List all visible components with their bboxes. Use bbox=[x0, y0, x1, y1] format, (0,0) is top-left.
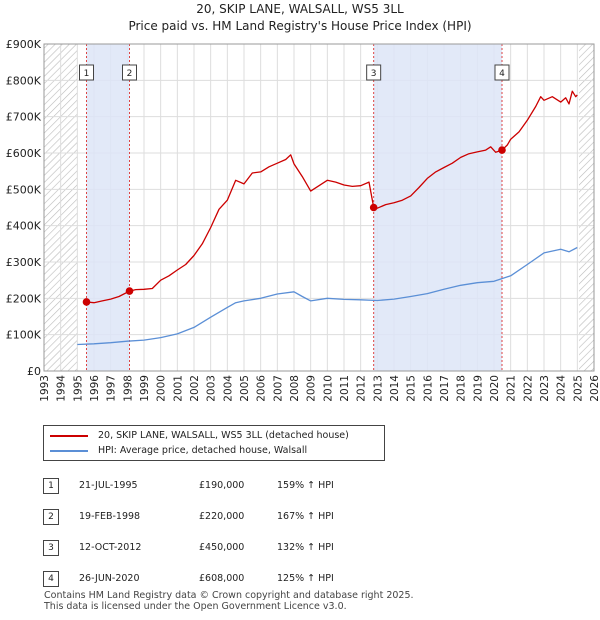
sale-marker-label: 2 bbox=[127, 69, 133, 79]
table-row: 3 12-OCT-2012 £450,000 132% ↑ HPI bbox=[43, 532, 334, 563]
x-tick-label: 2020 bbox=[489, 375, 501, 402]
y-tick-label: £400K bbox=[6, 220, 42, 233]
price-chart: 1 2 3 4 £0 £100K £200K £300K £400K £500K £600K £70… bbox=[6, 38, 600, 402]
transaction-hpi: 132% ↑ HPI bbox=[277, 542, 334, 553]
y-tick-label: £900K bbox=[6, 38, 42, 51]
transaction-hpi: 167% ↑ HPI bbox=[277, 511, 334, 522]
transaction-date: 26-JUN-2020 bbox=[79, 573, 140, 584]
transaction-hpi: 125% ↑ HPI bbox=[277, 573, 334, 584]
x-tick-label: 2018 bbox=[456, 375, 468, 402]
y-tick-label: £0 bbox=[27, 365, 41, 378]
x-tick-label: 2007 bbox=[272, 375, 284, 402]
sale-marker-box bbox=[494, 64, 510, 81]
x-tick-label: 2024 bbox=[556, 375, 568, 402]
x-tick-label: 2016 bbox=[422, 375, 434, 402]
legend-label-hpi: HPI: Average price, detached house, Wals… bbox=[98, 445, 308, 456]
x-tick-label: 1993 bbox=[39, 375, 51, 402]
x-tick-label: 2013 bbox=[372, 375, 384, 402]
y-tick-label: £300K bbox=[6, 256, 42, 269]
x-tick-label: 2026 bbox=[589, 375, 600, 402]
chart-title: 20, SKIP LANE, WALSALL, WS5 3LL bbox=[196, 2, 404, 16]
x-tick-label: 2025 bbox=[572, 375, 584, 402]
x-tick-label: 1994 bbox=[56, 375, 68, 402]
x-tick-label: 2019 bbox=[472, 375, 484, 402]
x-tick-label: 2014 bbox=[389, 375, 401, 402]
transaction-price: £450,000 bbox=[199, 542, 245, 553]
x-tick-label: 2012 bbox=[356, 375, 368, 402]
sale-marker-label: 4 bbox=[499, 69, 505, 79]
x-tick-label: 2000 bbox=[156, 375, 168, 402]
y-tick-label: £200K bbox=[6, 292, 42, 305]
x-tick-label: 2005 bbox=[239, 375, 251, 402]
sale-marker-box bbox=[122, 64, 137, 81]
x-tick-label: 2009 bbox=[306, 375, 318, 402]
y-tick-label: £800K bbox=[6, 74, 42, 87]
x-tick-label: 2022 bbox=[522, 375, 534, 402]
table-row: 4 26-JUN-2020 £608,000 125% ↑ HPI bbox=[43, 563, 334, 594]
transaction-number: 1 bbox=[43, 477, 59, 494]
legend-label-property: 20, SKIP LANE, WALSALL, WS5 3LL (detache… bbox=[98, 430, 349, 441]
sale-point bbox=[369, 203, 378, 212]
footer-licence: This data is licensed under the Open Gov… bbox=[44, 601, 347, 612]
x-tick-label: 1997 bbox=[106, 375, 118, 402]
chart-subtitle: Price paid vs. HM Land Registry's House … bbox=[128, 19, 472, 33]
table-row: 2 19-FEB-1998 £220,000 167% ↑ HPI bbox=[43, 501, 334, 532]
transaction-date: 19-FEB-1998 bbox=[79, 511, 141, 522]
x-tick-label: 2004 bbox=[222, 375, 234, 402]
x-tick-label: 2023 bbox=[539, 375, 551, 402]
y-tick-label: £700K bbox=[6, 111, 42, 124]
x-tick-label: 2017 bbox=[439, 375, 451, 402]
transaction-hpi: 159% ↑ HPI bbox=[277, 480, 334, 491]
x-tick-label: 2003 bbox=[206, 375, 218, 402]
hatched-region bbox=[579, 44, 594, 371]
y-tick-label: £600K bbox=[6, 147, 42, 160]
transaction-number: 2 bbox=[43, 508, 59, 525]
legend-swatch-hpi bbox=[50, 449, 88, 452]
sale-marker-label: 1 bbox=[84, 69, 90, 79]
transaction-number: 4 bbox=[43, 570, 59, 587]
ownership-shade bbox=[86, 44, 130, 371]
legend-swatch-property bbox=[50, 434, 88, 437]
x-tick-label: 2015 bbox=[406, 375, 418, 402]
transaction-date: 12-OCT-2012 bbox=[79, 542, 142, 553]
table-row: 1 21-JUL-1995 £190,000 159% ↑ HPI bbox=[43, 470, 334, 501]
transaction-date: 21-JUL-1995 bbox=[79, 480, 138, 491]
x-tick-label: 2002 bbox=[189, 375, 201, 402]
sale-point bbox=[498, 146, 506, 154]
legend-item-hpi: HPI: Average price, detached house, Wals… bbox=[50, 444, 307, 458]
x-tick-label: 2011 bbox=[339, 375, 351, 402]
footer-notice: Contains HM Land Registry data © Crown c… bbox=[44, 590, 414, 612]
ownership-shade bbox=[373, 44, 502, 371]
transaction-price: £608,000 bbox=[199, 573, 245, 584]
footer-copyright: Contains HM Land Registry data © Crown c… bbox=[44, 590, 414, 601]
transaction-number: 3 bbox=[43, 539, 59, 556]
x-tick-label: 2010 bbox=[322, 375, 334, 402]
chart-legend: 20, SKIP LANE, WALSALL, WS5 3LL (detache… bbox=[43, 425, 385, 461]
x-tick-label: 1998 bbox=[122, 375, 134, 402]
legend-item-property: 20, SKIP LANE, WALSALL, WS5 3LL (detache… bbox=[50, 429, 349, 443]
x-tick-label: 2008 bbox=[289, 375, 301, 402]
x-tick-label: 2021 bbox=[506, 375, 518, 402]
y-tick-label: £500K bbox=[6, 183, 42, 196]
sale-point bbox=[125, 287, 134, 295]
sale-point bbox=[82, 298, 91, 306]
sale-marker-box bbox=[366, 64, 382, 81]
property-price-line bbox=[86, 90, 578, 304]
x-tick-label: 1996 bbox=[89, 375, 101, 402]
x-tick-label: 2006 bbox=[256, 375, 268, 402]
y-tick-label: £100K bbox=[6, 329, 42, 342]
transaction-price: £190,000 bbox=[199, 480, 245, 491]
x-tick-label: 1999 bbox=[139, 375, 151, 402]
x-tick-label: 1995 bbox=[72, 375, 84, 402]
plot-border bbox=[43, 43, 595, 372]
hpi-line bbox=[77, 246, 578, 346]
sale-marker-label: 3 bbox=[371, 69, 377, 79]
transactions-table: 1 21-JUL-1995 £190,000 159% ↑ HPI 2 19-F… bbox=[43, 470, 334, 594]
x-tick-label: 2001 bbox=[172, 375, 184, 402]
sale-marker-box bbox=[79, 64, 94, 81]
transaction-price: £220,000 bbox=[199, 511, 245, 522]
